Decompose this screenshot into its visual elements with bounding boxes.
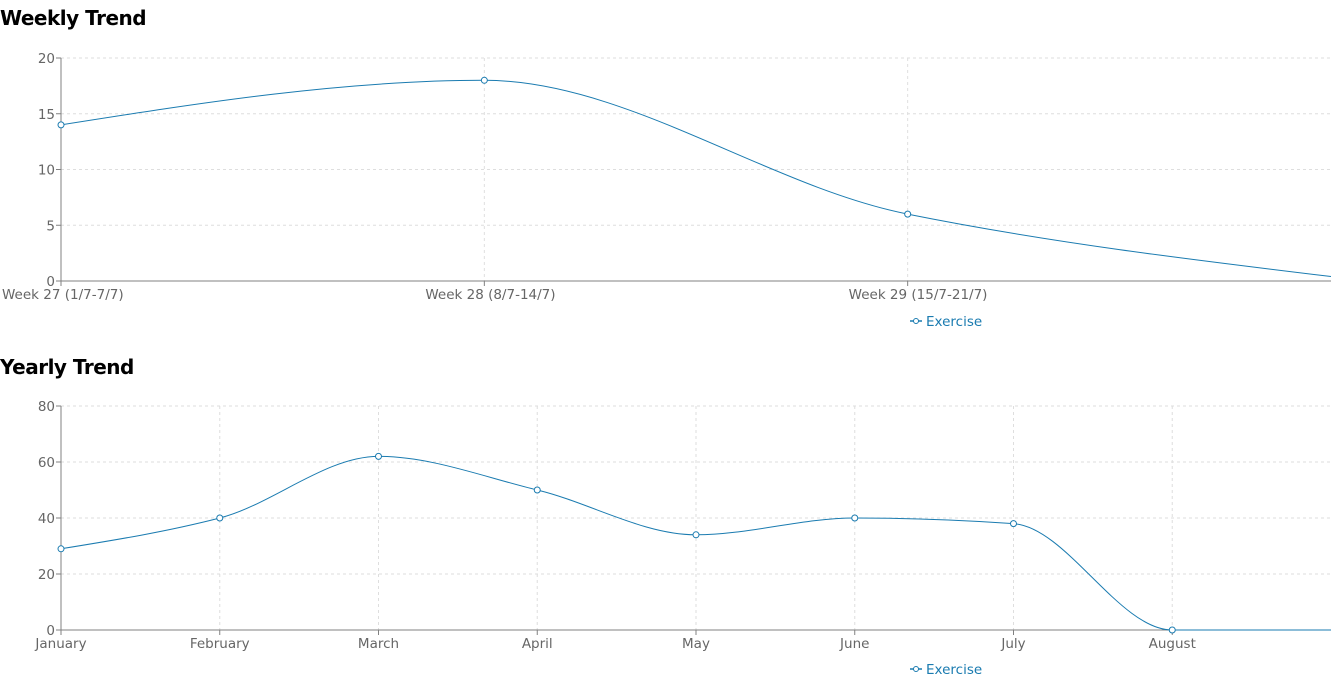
yearly-series-line-0 [60,455,1331,631]
yearly-y-tick-label-0: 0 [46,623,55,639]
yearly-x-tick-label-2: March [358,636,399,652]
yearly-point-2 [375,452,382,460]
yearly-legend-marker [913,666,919,672]
weekly-point-1 [480,76,488,84]
weekly-x-tick-label-1: Week 28 (8/7-14/7) [425,287,555,303]
yearly-point-7 [1168,626,1176,634]
yearly-point-0 [57,545,65,553]
weekly-x-tick-label-2: Week 29 (15/7-21/7) [849,287,988,303]
yearly-y-tick-label-1: 20 [38,567,55,583]
yearly-point-5 [851,514,859,522]
weekly-x-tick-label-0: Week 27 (1/7-7/7) [2,287,124,303]
weekly-y-tick-label-3: 15 [38,107,55,123]
yearly-point-6 [1010,520,1017,528]
weekly-point-0 [57,121,65,129]
yearly-x-tick-label-7: August [1149,636,1196,652]
weekly-series-line-0 [60,79,1331,278]
yearly-trend-chart: 0 20 40 60 80 January February March April May Jun… [34,399,1331,678]
yearly-x-tick-label-5: June [839,636,869,652]
yearly-point-3 [533,486,541,494]
weekly-y-tick-label-2: 10 [38,163,55,179]
yearly-x-tick-label-1: February [190,636,250,652]
weekly-trend-chart: 0 5 10 15 20 Week 27 (1/7-7/7) Week 28 (8/7-14… [2,51,1331,330]
yearly-legend: Exercise [910,662,982,678]
yearly-legend-label: Exercise [926,662,982,678]
weekly-point-2 [904,210,912,218]
yearly-x-tick-label-3: April [522,636,553,652]
weekly-legend: Exercise [910,314,982,330]
weekly-legend-marker [913,318,919,324]
weekly-y-tick-label-1: 5 [46,218,55,234]
yearly-trend-title: Yearly Trend [0,355,134,379]
yearly-y-tick-label-3: 60 [38,455,55,471]
weekly-trend-title: Weekly Trend [0,6,147,30]
yearly-x-tick-label-4: May [682,636,710,652]
yearly-y-tick-label-2: 40 [38,511,55,527]
yearly-x-tick-label-6: July [1000,636,1025,652]
yearly-y-tick-label-4: 80 [38,399,55,415]
weekly-y-tick-label-0: 0 [46,274,55,290]
yearly-point-1 [216,514,224,522]
yearly-x-tick-label-0: January [34,636,86,652]
weekly-legend-label: Exercise [926,314,982,330]
yearly-point-4 [692,531,700,539]
weekly-y-tick-label-4: 20 [38,51,55,67]
